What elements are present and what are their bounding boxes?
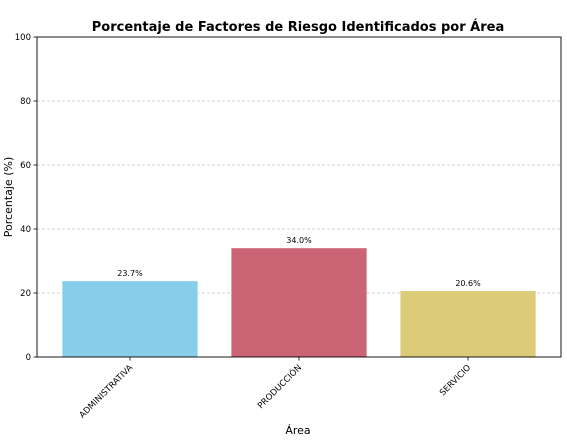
y-tick-label: 40 [20,225,31,235]
y-axis-label: Porcentaje (%) [2,157,15,237]
data-label: 34.0% [286,236,312,245]
x-tick-label: SERVICIO [438,363,473,398]
chart-title: Porcentaje de Factores de Riesgo Identif… [92,19,504,35]
bar-servicio [400,291,536,357]
bar-administrativa [62,281,198,357]
bar-producción [231,248,367,357]
data-labels: 23.7% 34.0% 20.6% [117,236,481,288]
y-axis-ticks: 0 20 40 60 80 100 [15,33,37,363]
data-label: 23.7% [117,269,143,278]
x-axis-label: Área [285,424,310,437]
x-axis-ticks: ADMINISTRATIVA PRODUCCIÓN SERVICIO [78,357,473,421]
y-tick-label: 100 [15,33,31,43]
x-tick-label: PRODUCCIÓN [255,362,304,411]
y-tick-label: 60 [20,161,31,171]
y-tick-label: 80 [20,97,31,107]
bars [62,248,536,357]
data-label: 20.6% [455,279,481,288]
x-tick-label: ADMINISTRATIVA [78,363,136,421]
y-tick-label: 0 [26,353,31,363]
y-tick-label: 20 [20,289,31,299]
